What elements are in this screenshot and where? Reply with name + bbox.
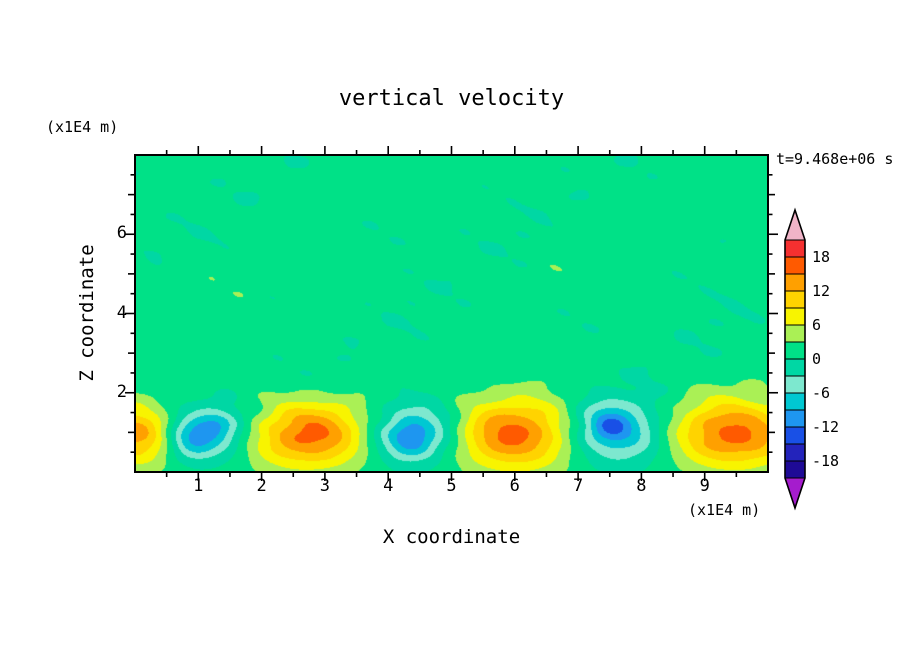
x-tick-label: 6 <box>509 476 520 496</box>
y-tick-label: 6 <box>116 223 127 244</box>
colorbar-tick-label: -18 <box>812 452 840 470</box>
x-tick-label: 2 <box>256 476 267 496</box>
x-axis-title: X coordinate <box>382 526 521 548</box>
colorbar-tick-label: -12 <box>812 418 840 436</box>
x-tick-label: 3 <box>319 476 331 496</box>
colorbar-tick-label: 0 <box>812 350 822 368</box>
x-tick-label: 4 <box>383 476 394 496</box>
y-tick-label: 4 <box>116 302 127 323</box>
chart-title: vertical velocity <box>338 86 565 111</box>
x-tick-label: 8 <box>636 476 647 496</box>
colorbar-tick-label: 18 <box>812 248 831 266</box>
colorbar-tick-label: -6 <box>812 384 831 402</box>
y-tick-label: 2 <box>116 381 127 402</box>
x-tick-label: 7 <box>572 476 584 496</box>
colorbar-tick-label: 12 <box>812 282 831 300</box>
contour-field <box>135 155 768 472</box>
time-annotation: t=9.468e+06 s <box>776 150 894 168</box>
x-axis-unit-label: (x1E4 m) <box>688 501 761 519</box>
x-tick-label: 5 <box>446 476 457 496</box>
y-axis-unit-label: (x1E4 m) <box>46 118 119 136</box>
x-tick-label: 9 <box>699 476 710 496</box>
x-tick-label: 1 <box>193 476 204 496</box>
colorbar-tick-label: 6 <box>812 316 822 334</box>
